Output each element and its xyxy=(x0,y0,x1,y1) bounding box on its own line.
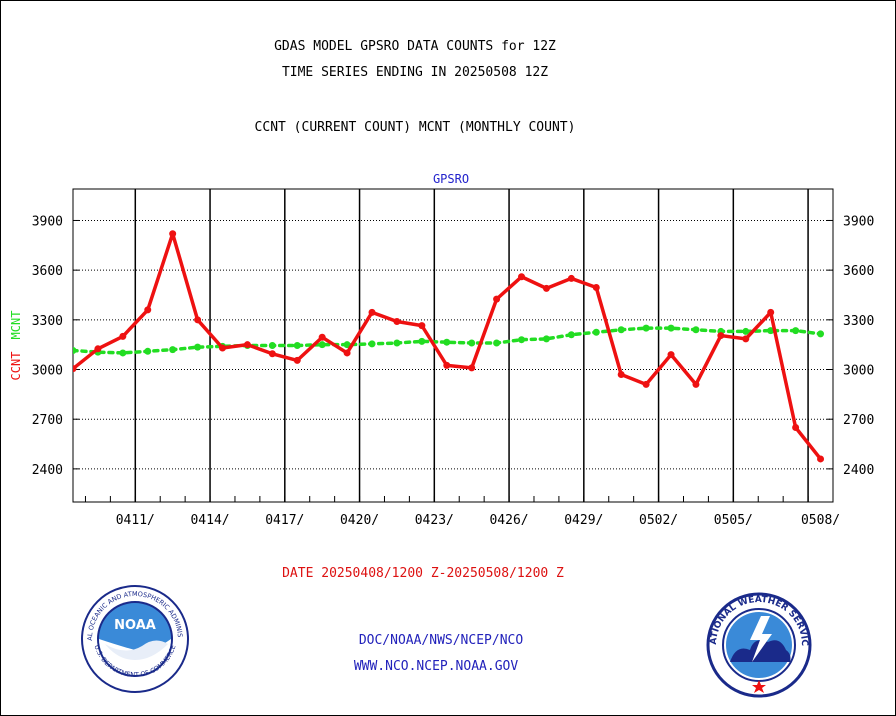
data-point-ccnt xyxy=(792,423,800,431)
y-tick-label-left: 3300 xyxy=(32,314,63,329)
y-tick-label-right: 2700 xyxy=(843,413,874,428)
data-point-ccnt xyxy=(542,284,550,292)
y-tick-label-left: 3600 xyxy=(32,264,63,279)
data-point-mcnt xyxy=(393,339,401,347)
data-point-ccnt xyxy=(742,335,750,343)
data-point-mcnt xyxy=(792,327,800,335)
x-tick-label: 0423/ xyxy=(415,513,454,528)
data-point-ccnt xyxy=(443,361,451,369)
plot-area xyxy=(72,188,834,503)
y-tick-label-left: 2400 xyxy=(32,463,63,478)
x-tick-label: 0508/ xyxy=(801,513,840,528)
series-line-ccnt xyxy=(73,231,823,461)
nws-logo-icon: NATIONAL WEATHER SERVICE xyxy=(706,592,812,698)
data-point-ccnt xyxy=(692,380,700,388)
x-tick-label: 0420/ xyxy=(340,513,379,528)
y-axis-label-ccnt: CCNT xyxy=(9,352,23,381)
data-point-ccnt xyxy=(194,316,202,324)
x-tick-label: 0429/ xyxy=(564,513,603,528)
y-tick-label-left: 2700 xyxy=(32,413,63,428)
data-point-ccnt xyxy=(119,332,127,340)
x-tick-label: 0426/ xyxy=(489,513,528,528)
data-point-mcnt xyxy=(617,326,625,334)
org-label: DOC/NOAA/NWS/NCEP/NCO xyxy=(358,633,524,648)
data-point-mcnt xyxy=(642,324,650,332)
data-point-ccnt xyxy=(418,322,426,330)
data-point-mcnt xyxy=(592,328,600,336)
y-tick-label-right: 3600 xyxy=(843,264,874,279)
y-axis-label-mcnt: MCNT xyxy=(9,311,23,340)
data-point-ccnt xyxy=(243,341,251,349)
data-point-mcnt xyxy=(268,342,276,349)
data-point-mcnt xyxy=(73,346,77,354)
data-point-ccnt xyxy=(169,230,177,238)
data-point-ccnt xyxy=(368,308,376,316)
data-point-mcnt xyxy=(742,327,750,335)
data-point-mcnt xyxy=(518,336,526,344)
data-point-mcnt xyxy=(767,327,775,335)
data-point-ccnt xyxy=(518,273,526,281)
chart-legend-description: CCNT (CURRENT COUNT) MCNT (MONTHLY COUNT… xyxy=(254,120,576,135)
data-point-ccnt xyxy=(94,345,102,353)
data-point-mcnt xyxy=(169,346,177,354)
data-point-ccnt xyxy=(343,349,351,357)
data-point-mcnt xyxy=(119,349,127,357)
data-point-mcnt xyxy=(343,341,351,349)
chart-title-line-2: TIME SERIES ENDING IN 20250508 12Z xyxy=(281,65,549,80)
data-point-mcnt xyxy=(468,339,476,347)
data-point-ccnt xyxy=(493,295,501,303)
data-point-ccnt xyxy=(268,350,276,358)
svg-text:NOAA: NOAA xyxy=(114,618,156,633)
chart-title-line-1: GDAS MODEL GPSRO DATA COUNTS for 12Z xyxy=(274,39,556,54)
data-point-mcnt xyxy=(318,341,326,349)
website-label: WWW.NCO.NCEP.NOAA.GOV xyxy=(353,659,519,674)
x-tick-label: 0411/ xyxy=(116,513,155,528)
data-point-ccnt xyxy=(393,317,401,325)
data-point-ccnt xyxy=(468,364,476,372)
data-point-ccnt xyxy=(717,332,725,340)
data-point-ccnt xyxy=(567,274,575,282)
data-point-ccnt xyxy=(592,284,600,292)
data-point-mcnt xyxy=(692,326,700,334)
data-point-ccnt xyxy=(73,365,77,373)
noaa-logo-icon: NOAA NATIONAL OCEANIC AND ATMOSPHERIC AD… xyxy=(80,584,189,693)
data-point-mcnt xyxy=(368,340,376,348)
data-point-mcnt xyxy=(667,324,675,332)
data-point-ccnt xyxy=(642,380,650,388)
data-point-ccnt xyxy=(144,306,152,314)
data-point-mcnt xyxy=(542,335,550,343)
panel-title: GPSRO xyxy=(433,172,469,186)
data-point-ccnt xyxy=(318,333,326,341)
data-point-mcnt xyxy=(493,339,501,347)
data-point-ccnt xyxy=(817,455,825,463)
data-point-ccnt xyxy=(617,370,625,378)
x-tick-label: 0414/ xyxy=(190,513,229,528)
data-point-mcnt xyxy=(567,331,575,339)
y-tick-label-left: 3000 xyxy=(32,364,63,379)
data-point-ccnt xyxy=(767,308,775,316)
y-tick-label-right: 3000 xyxy=(843,364,874,379)
y-tick-label-right: 3300 xyxy=(843,314,874,329)
data-point-mcnt xyxy=(418,337,426,345)
x-tick-label: 0502/ xyxy=(639,513,678,528)
x-tick-label: 0505/ xyxy=(714,513,753,528)
data-point-ccnt xyxy=(293,356,301,364)
data-point-mcnt xyxy=(293,342,301,349)
y-tick-label-right: 2400 xyxy=(843,463,874,478)
y-tick-label-right: 3900 xyxy=(843,214,874,229)
y-tick-label-left: 3900 xyxy=(32,214,63,229)
data-point-ccnt xyxy=(219,344,227,352)
data-point-mcnt xyxy=(144,347,152,355)
data-point-ccnt xyxy=(667,351,675,359)
x-tick-label: 0417/ xyxy=(265,513,304,528)
date-range-label: DATE 20250408/1200 Z-20250508/1200 Z xyxy=(282,566,564,581)
data-point-mcnt xyxy=(443,338,451,346)
data-point-mcnt xyxy=(194,343,202,351)
data-point-mcnt xyxy=(817,330,825,338)
